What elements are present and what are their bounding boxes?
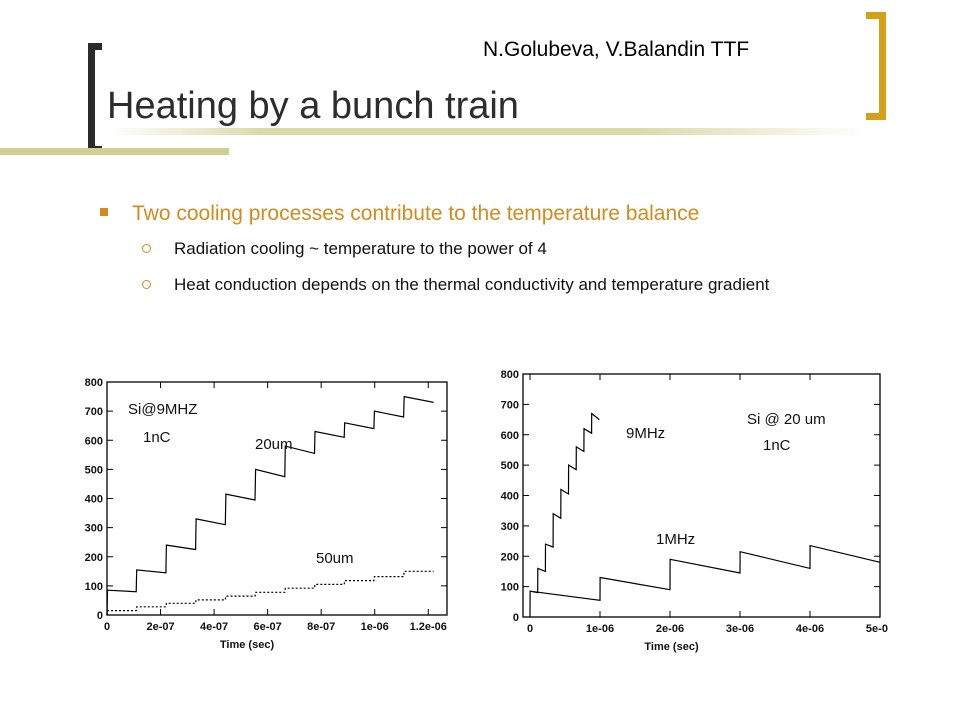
x-tick-label: 1.2e-06 [410, 621, 447, 633]
annotation-1nc-left: 1nC [143, 429, 171, 446]
sub-bullet: Heat conduction depends on the thermal c… [142, 273, 822, 297]
series-line-1mhz [529, 544, 881, 601]
y-tick-label: 800 [501, 369, 519, 381]
right-bracket-decoration [866, 12, 886, 120]
main-bullet: Two cooling processes contribute to the … [100, 202, 699, 226]
y-tick-label: 700 [501, 399, 519, 411]
x-axis-label: Time (sec) [644, 641, 699, 653]
annotation-20um: 20um [255, 436, 293, 453]
authors-label: N.Golubeva, V.Balandin TTF [483, 38, 750, 61]
plot-frame [522, 373, 881, 618]
x-tick-label: 2e-06 [656, 623, 684, 635]
y-tick-label: 600 [501, 430, 519, 442]
series-line-20um [106, 395, 434, 616]
ring-bullet-icon [142, 280, 151, 289]
x-tick-label: 3e-06 [726, 623, 754, 635]
x-axis-label: Time (sec) [220, 639, 275, 651]
annotation-si-20um: Si @ 20 um [747, 411, 826, 428]
x-tick-label: 0 [527, 623, 533, 635]
series-line-9mhz [529, 412, 600, 618]
square-bullet-icon [100, 208, 108, 217]
y-tick-label: 0 [513, 612, 519, 624]
y-tick-label: 200 [501, 551, 519, 563]
y-tick-label: 600 [85, 435, 103, 447]
x-tick-label: 1e-06 [361, 621, 389, 633]
x-tick-label: 1e-06 [586, 623, 614, 635]
header-divider-band [0, 148, 229, 155]
y-tick-label: 800 [85, 377, 103, 389]
sub-bullet: Radiation cooling ~ temperature to the p… [142, 237, 862, 261]
x-tick-label: 2e-07 [146, 621, 174, 633]
y-tick-label: 300 [85, 523, 103, 535]
y-tick-label: 400 [501, 491, 519, 503]
x-tick-label: 4e-06 [796, 623, 824, 635]
left-bracket-decoration [88, 43, 102, 153]
annotation-50um: 50um [316, 550, 354, 567]
annotation-1nc-right: 1nC [763, 437, 791, 454]
x-tick-label: 6e-07 [254, 621, 282, 633]
annotation-9mhz: 9MHz [626, 425, 666, 442]
y-tick-label: 700 [85, 406, 103, 418]
chart-right: 0 100 200 300 400 500 600 700 800 0 1e-06 2e-06 3e-0… [488, 368, 894, 668]
x-tick-label: 4e-07 [200, 621, 228, 633]
y-tick-label: 100 [501, 582, 519, 594]
series-line-50um [106, 570, 434, 616]
y-tick-label: 200 [85, 552, 103, 564]
x-tick-label: 0 [104, 621, 110, 633]
y-tick-label: 100 [85, 581, 103, 593]
annotation-si-9mhz: Si@9MHZ [128, 401, 198, 418]
main-bullet-text: Two cooling processes contribute to the … [132, 202, 700, 225]
y-tick-label: 400 [85, 494, 103, 506]
sub-bullet-text: Radiation cooling ~ temperature to the p… [174, 239, 547, 258]
x-tick-label: 5e-06 [866, 623, 888, 635]
slide-title: Heating by a bunch train [107, 85, 519, 127]
title-underline-band [108, 128, 868, 135]
y-tick-label: 0 [97, 610, 103, 622]
annotation-1mhz: 1MHz [656, 531, 696, 548]
ring-bullet-icon [142, 244, 151, 253]
y-tick-label: 500 [85, 464, 103, 476]
sub-bullet-text: Heat conduction depends on the thermal c… [174, 275, 770, 294]
chart-right-svg: 0 100 200 300 400 500 600 700 800 0 1e-06 2e-06 3e-0… [501, 369, 894, 653]
y-tick-label: 500 [501, 460, 519, 472]
x-tick-label: 8e-07 [307, 621, 335, 633]
y-tick-label: 300 [501, 521, 519, 533]
